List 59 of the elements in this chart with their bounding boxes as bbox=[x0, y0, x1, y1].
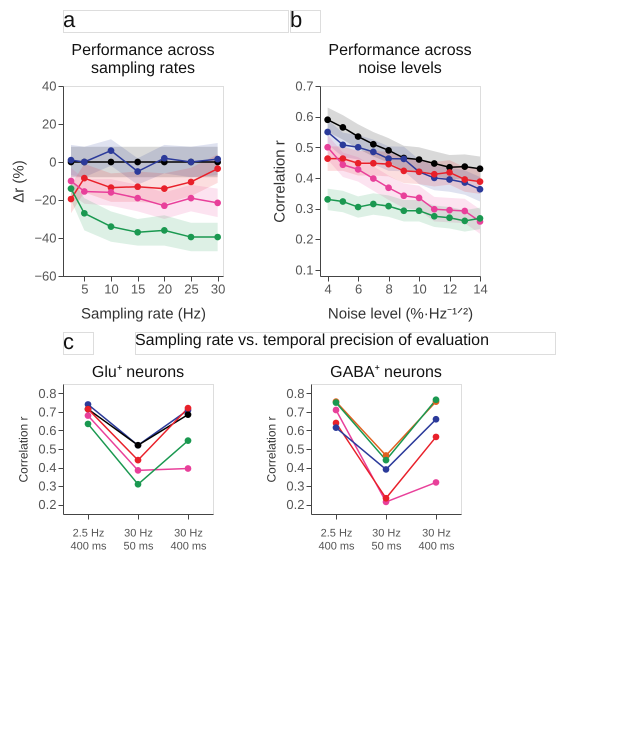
y-tick-label: 0.7 bbox=[295, 78, 314, 94]
y-tick-label: 0.4 bbox=[38, 460, 56, 476]
text: b bbox=[290, 7, 302, 32]
x-tick-label: 10 bbox=[104, 282, 119, 296]
y-tick-label: 0.3 bbox=[38, 478, 56, 494]
y-tick-label: 0.6 bbox=[295, 109, 314, 124]
x-axis-title: Noise level (%·Hz⁻¹ᐟ²) bbox=[328, 306, 474, 322]
y-tick-label: 0.5 bbox=[38, 442, 56, 456]
x-tick-label: 2.5 Hz 400 ms bbox=[318, 528, 356, 552]
x-tick-label: 8 bbox=[385, 282, 393, 296]
chart-title: Performance across noise levels bbox=[328, 42, 472, 77]
x-tick-label: 30 bbox=[210, 282, 226, 296]
y-tick-label: 40 bbox=[42, 78, 56, 94]
y-tick-label: 0.2 bbox=[286, 497, 304, 512]
y-tick-label: 0.8 bbox=[38, 386, 56, 401]
y-tick-label: −20 bbox=[34, 192, 56, 208]
y-tick-label: 0.6 bbox=[286, 422, 304, 438]
y-axis-title: Correlation r bbox=[264, 416, 278, 483]
x-tick-label: 5 bbox=[81, 282, 88, 296]
x-tick-label: 30 Hz 400 ms bbox=[170, 528, 208, 552]
x-tick-label: 6 bbox=[354, 282, 362, 296]
x-tick-label: 30 Hz 50 ms bbox=[372, 528, 402, 552]
text: Sampling rate vs. temporal precision of evaluation bbox=[135, 332, 489, 349]
x-tick-label: 10 bbox=[412, 282, 427, 296]
y-tick-label: 0.7 bbox=[38, 404, 56, 420]
y-tick-label: −60 bbox=[34, 268, 56, 284]
y-axis-title: Δr (%) bbox=[10, 160, 28, 203]
x-tick-label: 25 bbox=[184, 282, 199, 296]
x-tick-label: 30 Hz 400 ms bbox=[418, 528, 456, 552]
y-tick-label: 0.2 bbox=[295, 232, 314, 247]
y-tick-label: 0.2 bbox=[38, 497, 56, 512]
y-tick-label: 0.6 bbox=[38, 422, 56, 438]
y-tick-label: 20 bbox=[42, 116, 56, 132]
text: a bbox=[63, 7, 76, 32]
y-tick-label: 0.5 bbox=[286, 442, 304, 456]
x-tick-label: 20 bbox=[158, 282, 172, 296]
y-tick-label: 0.4 bbox=[295, 170, 314, 186]
chart-title: GABA⁺ neurons bbox=[330, 364, 442, 381]
y-tick-label: 0.3 bbox=[286, 478, 304, 494]
y-axis-title: Correlation r bbox=[16, 416, 30, 483]
y-tick-label: 0.1 bbox=[295, 262, 314, 278]
x-axis-title: Sampling rate (Hz) bbox=[80, 306, 206, 322]
y-tick-label: 0.7 bbox=[286, 404, 304, 420]
chart-title: Glu⁺ neurons bbox=[92, 364, 184, 381]
y-tick-label: 0 bbox=[49, 154, 56, 170]
y-tick-label: 0.8 bbox=[286, 386, 304, 401]
x-tick-label: 14 bbox=[473, 282, 488, 296]
x-tick-label: 2.5 Hz 400 ms bbox=[70, 528, 108, 552]
x-tick-label: 30 Hz 50 ms bbox=[124, 528, 154, 552]
x-tick-label: 12 bbox=[442, 282, 458, 296]
x-tick-label: 4 bbox=[324, 282, 332, 296]
y-tick-label: −40 bbox=[34, 230, 56, 246]
x-tick-label: 15 bbox=[130, 282, 146, 296]
text: c bbox=[63, 329, 74, 354]
y-tick-label: 0.5 bbox=[295, 140, 314, 155]
chart-title: Performance across sampling rates bbox=[71, 42, 215, 77]
y-tick-label: 0.4 bbox=[286, 460, 304, 476]
y-tick-label: 0.3 bbox=[295, 201, 314, 216]
y-axis-title: Correlation r bbox=[271, 140, 288, 223]
